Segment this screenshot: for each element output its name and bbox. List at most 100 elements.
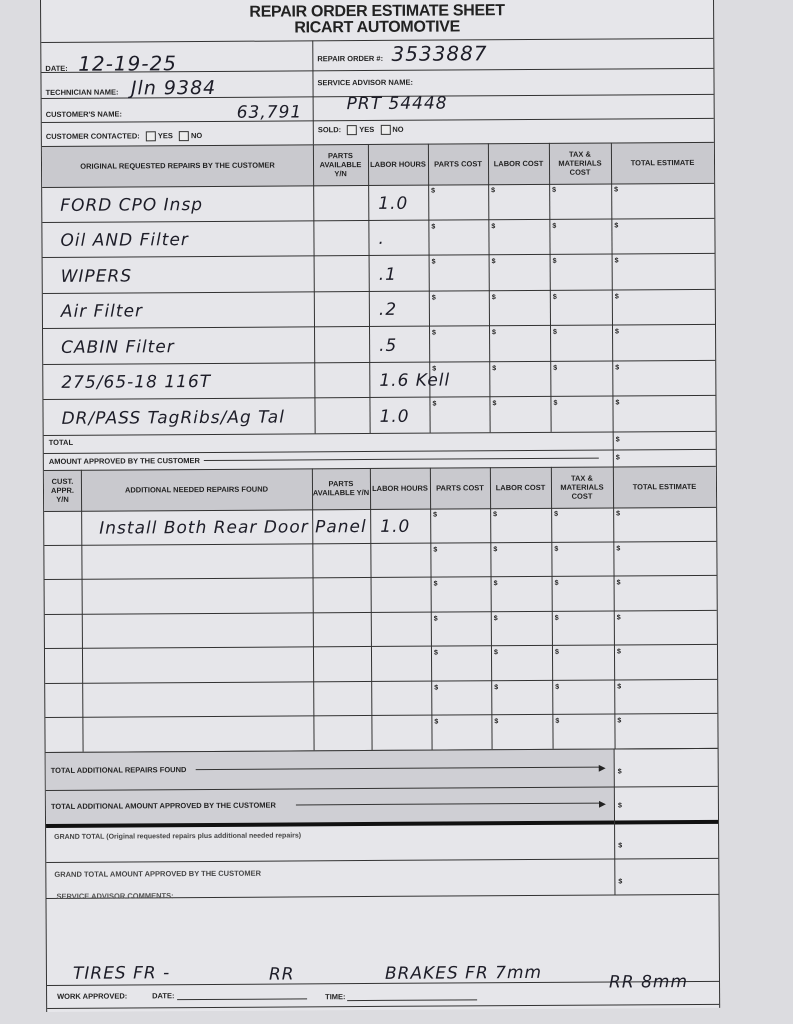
yes-label: YES bbox=[157, 131, 173, 141]
currency: $ bbox=[618, 878, 623, 886]
repair-description: FORD CPO Insp bbox=[60, 194, 204, 216]
column-header: LABOR COST bbox=[495, 482, 546, 492]
currency: $ bbox=[433, 649, 438, 657]
currency: $ bbox=[617, 802, 622, 810]
table-row[interactable]: WIPERS .1 $ $ $ $ bbox=[42, 252, 715, 294]
table-row[interactable]: $ $ $ $ bbox=[45, 678, 718, 718]
currency: $ bbox=[431, 187, 436, 195]
contacted-label: CUSTOMER CONTACTED: bbox=[45, 131, 140, 141]
currency: $ bbox=[491, 222, 496, 230]
technician-label: TECHNICIAN NAME: bbox=[45, 87, 119, 97]
comment-brakes-rr: RR 8mm bbox=[608, 972, 689, 993]
currency: $ bbox=[555, 683, 560, 691]
currency: $ bbox=[617, 682, 622, 690]
work-approved-label: WORK APPROVED: bbox=[57, 991, 128, 1001]
column-header: TAX & MATERIALS COST bbox=[560, 473, 604, 501]
divider bbox=[43, 448, 716, 454]
currency: $ bbox=[617, 768, 622, 776]
repair-description: Oil AND Filter bbox=[60, 230, 189, 251]
currency: $ bbox=[615, 435, 620, 443]
currency: $ bbox=[615, 453, 620, 461]
arrow-head-icon: ▶ bbox=[598, 798, 606, 809]
labor-hours: 1.0 bbox=[379, 406, 410, 427]
total-label: TOTAL bbox=[48, 437, 74, 447]
labor-hours: .1 bbox=[378, 264, 397, 285]
currency: $ bbox=[433, 511, 438, 519]
column-header: LABOR COST bbox=[493, 158, 544, 168]
sold: SOLD: YES NO bbox=[318, 125, 404, 136]
table-row[interactable]: 275/65-18 116T 1.6 Kell $ $ $ $ bbox=[43, 359, 716, 400]
contacted-no-checkbox[interactable] bbox=[178, 131, 189, 142]
technician-field[interactable]: TECHNICIAN NAME: Jln 9384 bbox=[45, 77, 217, 100]
currency: $ bbox=[433, 615, 438, 623]
currency: $ bbox=[434, 718, 439, 726]
labor-hours: 1.0 bbox=[378, 193, 409, 214]
work-time-line[interactable] bbox=[347, 999, 478, 1002]
currency: $ bbox=[553, 328, 557, 336]
column-header: ADDITIONAL NEEDED REPAIRS FOUND bbox=[124, 484, 269, 494]
currency: $ bbox=[554, 648, 559, 656]
yes-label: YES bbox=[359, 124, 375, 135]
currency: $ bbox=[552, 257, 557, 265]
currency: $ bbox=[616, 613, 621, 621]
repair-order-field[interactable]: REPAIR ORDER #: 3533887 bbox=[317, 41, 487, 66]
comments-label: SERVICE ADVISOR COMMENTS: bbox=[56, 891, 174, 901]
currency: $ bbox=[432, 365, 437, 373]
currency: $ bbox=[492, 329, 496, 337]
customer-value[interactable]: 63,791 bbox=[236, 102, 303, 123]
repair-order-sheet: REPAIR ORDER ESTIMATE SHEET RICART AUTOM… bbox=[40, 0, 721, 1012]
sold-yes-checkbox[interactable] bbox=[347, 125, 358, 136]
currency: $ bbox=[431, 294, 436, 302]
table-row[interactable]: DR/PASS TagRibs/Ag Tal 1.0 $ $ $ $ bbox=[43, 394, 716, 436]
total-additional-approved-label: TOTAL ADDITIONAL AMOUNT APPROVED BY THE … bbox=[50, 800, 276, 811]
currency: $ bbox=[615, 399, 620, 407]
currency: $ bbox=[553, 399, 558, 407]
date-field[interactable]: DATE: 12-19-25 bbox=[45, 51, 177, 76]
currency: $ bbox=[615, 363, 620, 371]
comment-tires: TIRES FR - bbox=[72, 963, 171, 984]
currency: $ bbox=[493, 649, 498, 657]
currency: $ bbox=[492, 364, 497, 372]
customer-contacted: CUSTOMER CONTACTED: YES NO bbox=[46, 131, 202, 142]
currency: $ bbox=[431, 223, 436, 231]
currency: $ bbox=[616, 510, 621, 518]
table-row[interactable]: CABIN Filter .5 $ $ $ $ bbox=[43, 323, 716, 365]
currency: $ bbox=[494, 683, 499, 691]
repair-order-value: 3533887 bbox=[391, 41, 488, 66]
service-advisor-value[interactable]: PRT 54448 bbox=[346, 93, 448, 115]
currency: $ bbox=[552, 293, 557, 301]
work-time-label: TIME: bbox=[325, 992, 346, 1002]
currency: $ bbox=[554, 510, 559, 518]
table-row[interactable]: $ $ $ $ bbox=[44, 540, 717, 580]
repair-description: 275/65-18 116T bbox=[61, 371, 212, 393]
table-row[interactable]: $ $ $ $ bbox=[44, 574, 717, 615]
currency: $ bbox=[616, 648, 621, 656]
table-row[interactable]: $ $ $ $ bbox=[45, 712, 718, 753]
labor-hours: 1.6 Kell bbox=[379, 370, 451, 391]
table-row[interactable]: $ $ $ $ bbox=[44, 609, 717, 649]
table-row[interactable]: Air Filter .2 $ $ $ $ bbox=[42, 288, 715, 329]
currency: $ bbox=[616, 579, 621, 587]
table-row[interactable]: FORD CPO Insp 1.0 $ $ $ $ bbox=[42, 181, 715, 223]
work-date-line[interactable] bbox=[177, 998, 308, 1001]
table-row[interactable]: Oil AND Filter. $ $ $ $ bbox=[42, 217, 715, 258]
currency: $ bbox=[433, 546, 438, 554]
repair-order-label: REPAIR ORDER #: bbox=[317, 53, 384, 64]
currency: $ bbox=[493, 545, 498, 553]
currency: $ bbox=[493, 580, 498, 588]
table-row[interactable]: Install Both Rear Door Panel 1.0 $ $ $ $ bbox=[44, 505, 717, 546]
no-label: NO bbox=[392, 124, 404, 134]
table-row[interactable]: $ $ $ $ bbox=[44, 643, 718, 684]
repair-description: Install Both Rear Door Panel bbox=[99, 516, 367, 539]
labor-hours: .2 bbox=[378, 299, 398, 320]
currency: $ bbox=[492, 400, 497, 408]
amount-approved-label: AMOUNT APPROVED BY THE CUSTOMER bbox=[48, 455, 200, 466]
currency: $ bbox=[431, 258, 436, 266]
grand-total-label: GRAND TOTAL (Original requested repairs … bbox=[54, 832, 302, 841]
currency: $ bbox=[614, 292, 619, 300]
sold-no-checkbox[interactable] bbox=[380, 124, 391, 135]
currency: $ bbox=[616, 544, 621, 552]
contacted-yes-checkbox[interactable] bbox=[145, 131, 156, 142]
currency: $ bbox=[552, 222, 557, 230]
currency: $ bbox=[554, 579, 559, 587]
